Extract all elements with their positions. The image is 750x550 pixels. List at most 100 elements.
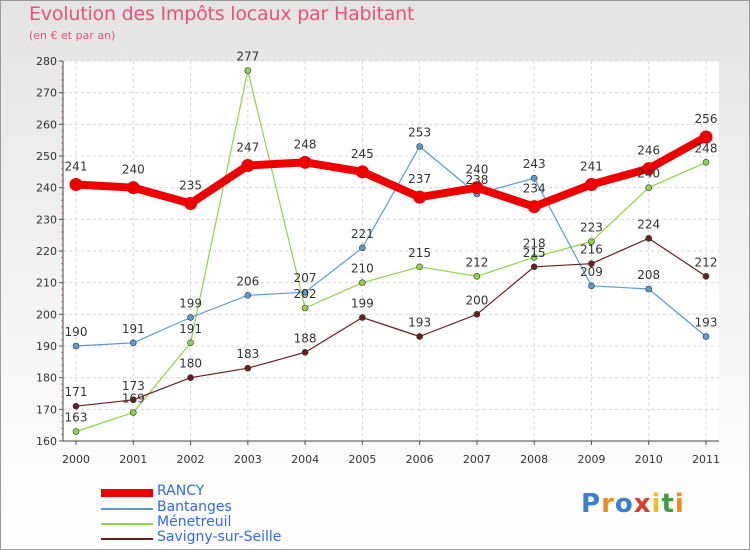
data-label-bantanges: 190 [65, 325, 88, 339]
legend-swatch [101, 489, 153, 497]
y-tick-label: 240 [36, 182, 57, 195]
data-label-savigny-sur-seille: 180 [179, 357, 202, 371]
data-label-savigny-sur-seille: 215 [523, 246, 546, 260]
data-label-rancy: 235 [179, 179, 202, 193]
data-label-bantanges: 191 [122, 322, 145, 336]
series-line-m-netreuil [75, 69, 707, 433]
proxiti-logo: Proxiti [581, 489, 685, 519]
logo-letter: P [581, 489, 602, 519]
data-point-bantanges [359, 244, 366, 252]
legend-swatch [101, 538, 153, 540]
data-label-savigny-sur-seille: 200 [465, 293, 488, 307]
data-point-savigny-sur-seille [359, 314, 366, 321]
data-point-bantanges [301, 288, 309, 296]
x-tick-label: 2005 [348, 453, 376, 466]
series-line-savigny-sur-seille [75, 237, 707, 407]
legend-item: RANCY [101, 483, 401, 500]
data-point-bantanges [72, 342, 80, 350]
data-point-rancy [241, 159, 255, 172]
data-label-rancy: 240 [122, 163, 145, 177]
data-label-rancy: 247 [236, 141, 259, 155]
data-point-savigny-sur-seille [702, 273, 710, 280]
data-point-m-netreuil [702, 159, 710, 166]
data-point-m-netreuil [129, 409, 137, 416]
x-tick-label: 2000 [62, 453, 90, 466]
data-point-rancy [470, 181, 484, 195]
data-point-savigny-sur-seille [129, 396, 137, 404]
data-label-savigny-sur-seille: 224 [637, 217, 660, 231]
data-point-bantanges [645, 285, 653, 293]
data-label-rancy: 246 [637, 144, 660, 158]
legend-swatch [101, 523, 153, 525]
data-point-savigny-sur-seille [645, 235, 653, 242]
data-point-savigny-sur-seille [187, 374, 194, 381]
data-label-bantanges: 221 [351, 227, 374, 241]
series-line-bantanges [75, 145, 707, 347]
data-point-rancy [184, 197, 198, 210]
x-tick-label: 2004 [291, 453, 319, 466]
data-point-savigny-sur-seille [588, 260, 595, 267]
data-point-bantanges [702, 333, 710, 340]
data-label-m-netreuil: 163 [65, 411, 88, 425]
data-point-bantanges [588, 282, 595, 290]
data-label-m-netreuil: 248 [695, 141, 718, 155]
data-point-rancy [527, 200, 541, 214]
data-label-m-netreuil: 191 [179, 322, 202, 336]
chart-title: Evolution des Impôts locaux par Habitant [29, 3, 415, 25]
data-point-rancy [413, 190, 427, 204]
data-label-rancy: 241 [580, 160, 603, 174]
data-label-bantanges: 206 [236, 274, 259, 288]
y-tick-label: 280 [36, 55, 57, 68]
x-tick-label: 2009 [577, 453, 605, 466]
data-point-rancy [642, 162, 656, 176]
data-label-m-netreuil: 277 [236, 50, 259, 64]
legend-item: Ménetreuil [101, 514, 401, 531]
data-label-savigny-sur-seille: 199 [351, 297, 374, 311]
y-tick-label: 190 [36, 340, 57, 353]
data-point-m-netreuil [359, 279, 366, 286]
data-point-savigny-sur-seille [473, 311, 481, 318]
data-label-savigny-sur-seille: 193 [408, 316, 431, 330]
data-label-m-netreuil: 202 [294, 287, 317, 301]
x-tick-label: 2006 [406, 453, 434, 466]
x-tick-label: 2010 [635, 453, 663, 466]
data-label-rancy: 234 [523, 182, 546, 196]
x-tick-label: 2011 [692, 453, 720, 466]
data-point-rancy [126, 181, 140, 195]
data-label-m-netreuil: 218 [523, 236, 546, 250]
legend-label: RANCY [157, 483, 205, 499]
logo-letter: x [633, 489, 652, 519]
data-point-savigny-sur-seille [416, 333, 423, 340]
y-tick-label: 210 [36, 277, 57, 290]
legend-item: Savigny-sur-Seille [101, 529, 401, 546]
data-point-m-netreuil [530, 254, 538, 261]
y-tick-label: 260 [36, 118, 57, 131]
data-label-rancy: 245 [351, 147, 374, 161]
logo-letter: i [674, 489, 685, 519]
data-label-bantanges: 238 [465, 173, 488, 187]
data-point-rancy [699, 130, 713, 144]
data-label-bantanges: 209 [580, 265, 603, 279]
data-point-m-netreuil [416, 263, 423, 271]
y-tick-label: 270 [36, 87, 57, 100]
y-tick-label: 230 [36, 213, 57, 226]
legend-label: Ménetreuil [157, 514, 232, 530]
data-label-rancy: 241 [65, 160, 88, 174]
data-label-savigny-sur-seille: 183 [236, 347, 259, 361]
data-label-rancy: 240 [465, 163, 488, 177]
y-tick-label: 200 [36, 308, 57, 321]
x-tick-label: 2002 [177, 453, 205, 466]
x-tick-label: 2008 [520, 453, 548, 466]
data-label-m-netreuil: 169 [122, 392, 145, 406]
data-label-m-netreuil: 210 [351, 262, 374, 276]
legend-label: Bantanges [157, 499, 232, 515]
data-point-m-netreuil [588, 238, 595, 245]
data-label-bantanges: 208 [637, 268, 660, 282]
data-label-m-netreuil: 223 [580, 221, 603, 235]
data-label-savigny-sur-seille: 171 [65, 385, 88, 399]
data-label-rancy: 248 [294, 137, 317, 151]
data-label-rancy: 256 [695, 112, 718, 126]
data-label-savigny-sur-seille: 188 [294, 331, 317, 345]
legend-item: Bantanges [101, 499, 401, 516]
